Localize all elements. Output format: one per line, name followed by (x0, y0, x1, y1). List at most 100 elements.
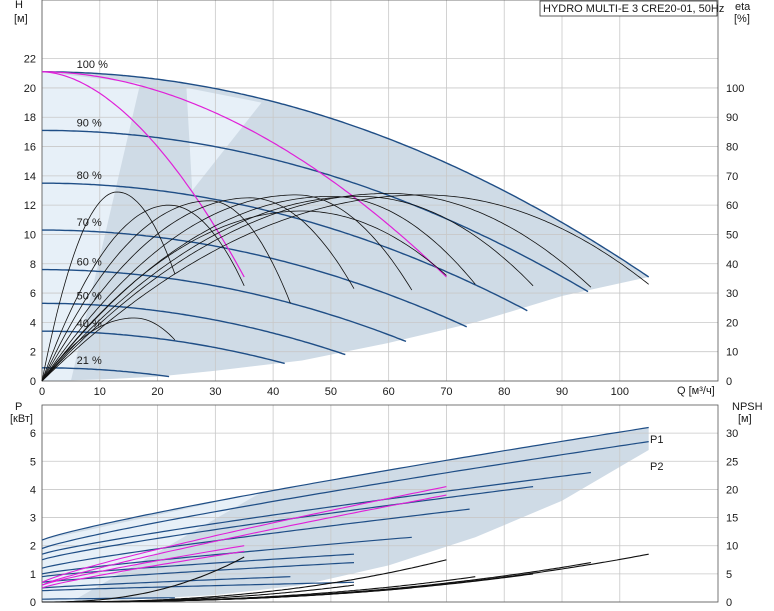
curve-label-p2: P2 (650, 461, 663, 473)
y2-tick-label: 15 (726, 513, 738, 525)
highlight-power-curve (41, 486, 447, 583)
y2-tick-label: 50 (726, 229, 738, 241)
y-axis-unit-h: [м] (14, 13, 28, 25)
y-tick-label: 1 (30, 569, 36, 581)
efficiency-curve (41, 193, 592, 382)
speed-label: 60 % (77, 257, 102, 269)
y2-axis-unit-npsh: [м] (738, 413, 752, 425)
title-box (539, 0, 718, 17)
y-tick-label: 0 (30, 597, 36, 609)
x-tick-label: 70 (440, 386, 452, 398)
plot-frame (41, 0, 719, 382)
curve-label-p1: P1 (650, 434, 663, 446)
y2-axis-label-npsh: NPSH (732, 401, 763, 413)
speed-label: 70 % (77, 217, 102, 229)
power-curve (41, 441, 649, 550)
y-tick-label: 4 (30, 317, 36, 329)
y-tick-label: 6 (30, 288, 36, 300)
y2-tick-label: 40 (726, 259, 738, 271)
head-efficiency-plot: 0 10 20 30 40 50 60 70 80 90 100024681012141618202… (24, 0, 744, 398)
y2-tick-label: 30 (726, 288, 738, 300)
power-curve (41, 576, 291, 589)
plot-frame (41, 404, 719, 603)
power-envelope-light-region (42, 492, 262, 602)
y2-tick-label: 5 (726, 569, 732, 581)
y2-tick-label: 30 (726, 428, 738, 440)
efficiency-curve (41, 210, 447, 382)
y2-tick-label: 0 (726, 597, 732, 609)
head-curve (42, 302, 346, 356)
chart-title: HYDRO MULTI-E 3 CRE20-01, 50Hz (543, 3, 724, 15)
head-curve (42, 367, 170, 378)
highlight-head-curve (41, 71, 245, 278)
y2-tick-label: 20 (726, 317, 738, 329)
efficiency-curve (41, 196, 534, 382)
x-tick-label: 30 (209, 386, 221, 398)
y-tick-label: 14 (24, 171, 36, 183)
y-tick-label: 2 (30, 347, 36, 359)
y2-tick-label: 70 (726, 171, 738, 183)
efficiency-curve (41, 317, 176, 382)
efficiency-curve (41, 194, 413, 382)
power-curve (41, 553, 355, 578)
efficiency-curve (41, 194, 649, 382)
speed-label: 100 % (77, 59, 108, 71)
y-tick-label: 0 (30, 376, 36, 388)
y-tick-label: 10 (24, 229, 36, 241)
efficiency-curve (41, 200, 291, 382)
npsh-curve (42, 587, 412, 603)
y-tick-label: 5 (30, 456, 36, 468)
power-curve (41, 508, 470, 569)
y-tick-label: 6 (30, 428, 36, 440)
x-tick-label: 100 (611, 386, 629, 398)
efficiency-curve (41, 191, 176, 382)
y-tick-label: 4 (30, 484, 36, 496)
highlight-power-curve (41, 494, 447, 586)
head-curve (42, 268, 407, 343)
x-tick-label: 10 (94, 386, 106, 398)
y-tick-label: 22 (24, 54, 36, 66)
y2-tick-label: 20 (726, 484, 738, 496)
y-tick-label: 16 (24, 142, 36, 154)
speed-label: 50 % (77, 290, 102, 302)
y2-tick-label: 10 (726, 347, 738, 359)
y-tick-label: 8 (30, 259, 36, 271)
speed-label: 21 % (77, 355, 102, 367)
y-tick-label: 18 (24, 112, 36, 124)
x-tick-label: 80 (498, 386, 510, 398)
x-tick-label: 0 (39, 386, 45, 398)
y-tick-label: 12 (24, 200, 36, 212)
head-curve (42, 71, 650, 278)
x-tick-label: 60 (383, 386, 395, 398)
x-tick-label: 50 (325, 386, 337, 398)
x-tick-label: 40 (267, 386, 279, 398)
head-curve (42, 182, 528, 312)
y-axis-unit-p: [кВт] (10, 413, 33, 425)
y2-tick-label: 10 (726, 541, 738, 553)
power-curve (41, 581, 355, 592)
x-tick-label: 90 (556, 386, 568, 398)
highlight-head-curve (42, 71, 447, 278)
y2-tick-label: 25 (726, 456, 738, 468)
y2-tick-label: 100 (726, 83, 744, 95)
envelope-light-region (186, 87, 262, 191)
power-npsh-plot: 0 1 2 3 4 5 6 0 5 10 15 20 25 30 (30, 404, 738, 609)
y-axis-label-p: P (15, 401, 22, 413)
head-curve (42, 129, 589, 293)
head-curve (42, 229, 467, 328)
power-curve (41, 471, 591, 555)
y2-axis-label-eta: eta (735, 1, 751, 13)
power-curve (41, 562, 355, 583)
highlight-power-curve (41, 545, 245, 586)
speed-label: 80 % (77, 170, 102, 182)
x-axis-label-q: Q [м³/ч] (677, 385, 715, 397)
y-tick-label: 3 (30, 513, 36, 525)
y2-axis-unit-eta: [%] (734, 13, 750, 25)
y-axis-label-h: H (15, 0, 23, 11)
y2-tick-label: 0 (726, 376, 732, 388)
efficiency-curve (41, 197, 355, 382)
y2-tick-label: 80 (726, 142, 738, 154)
speed-label: 90 % (77, 117, 102, 129)
y2-tick-label: 90 (726, 112, 738, 124)
